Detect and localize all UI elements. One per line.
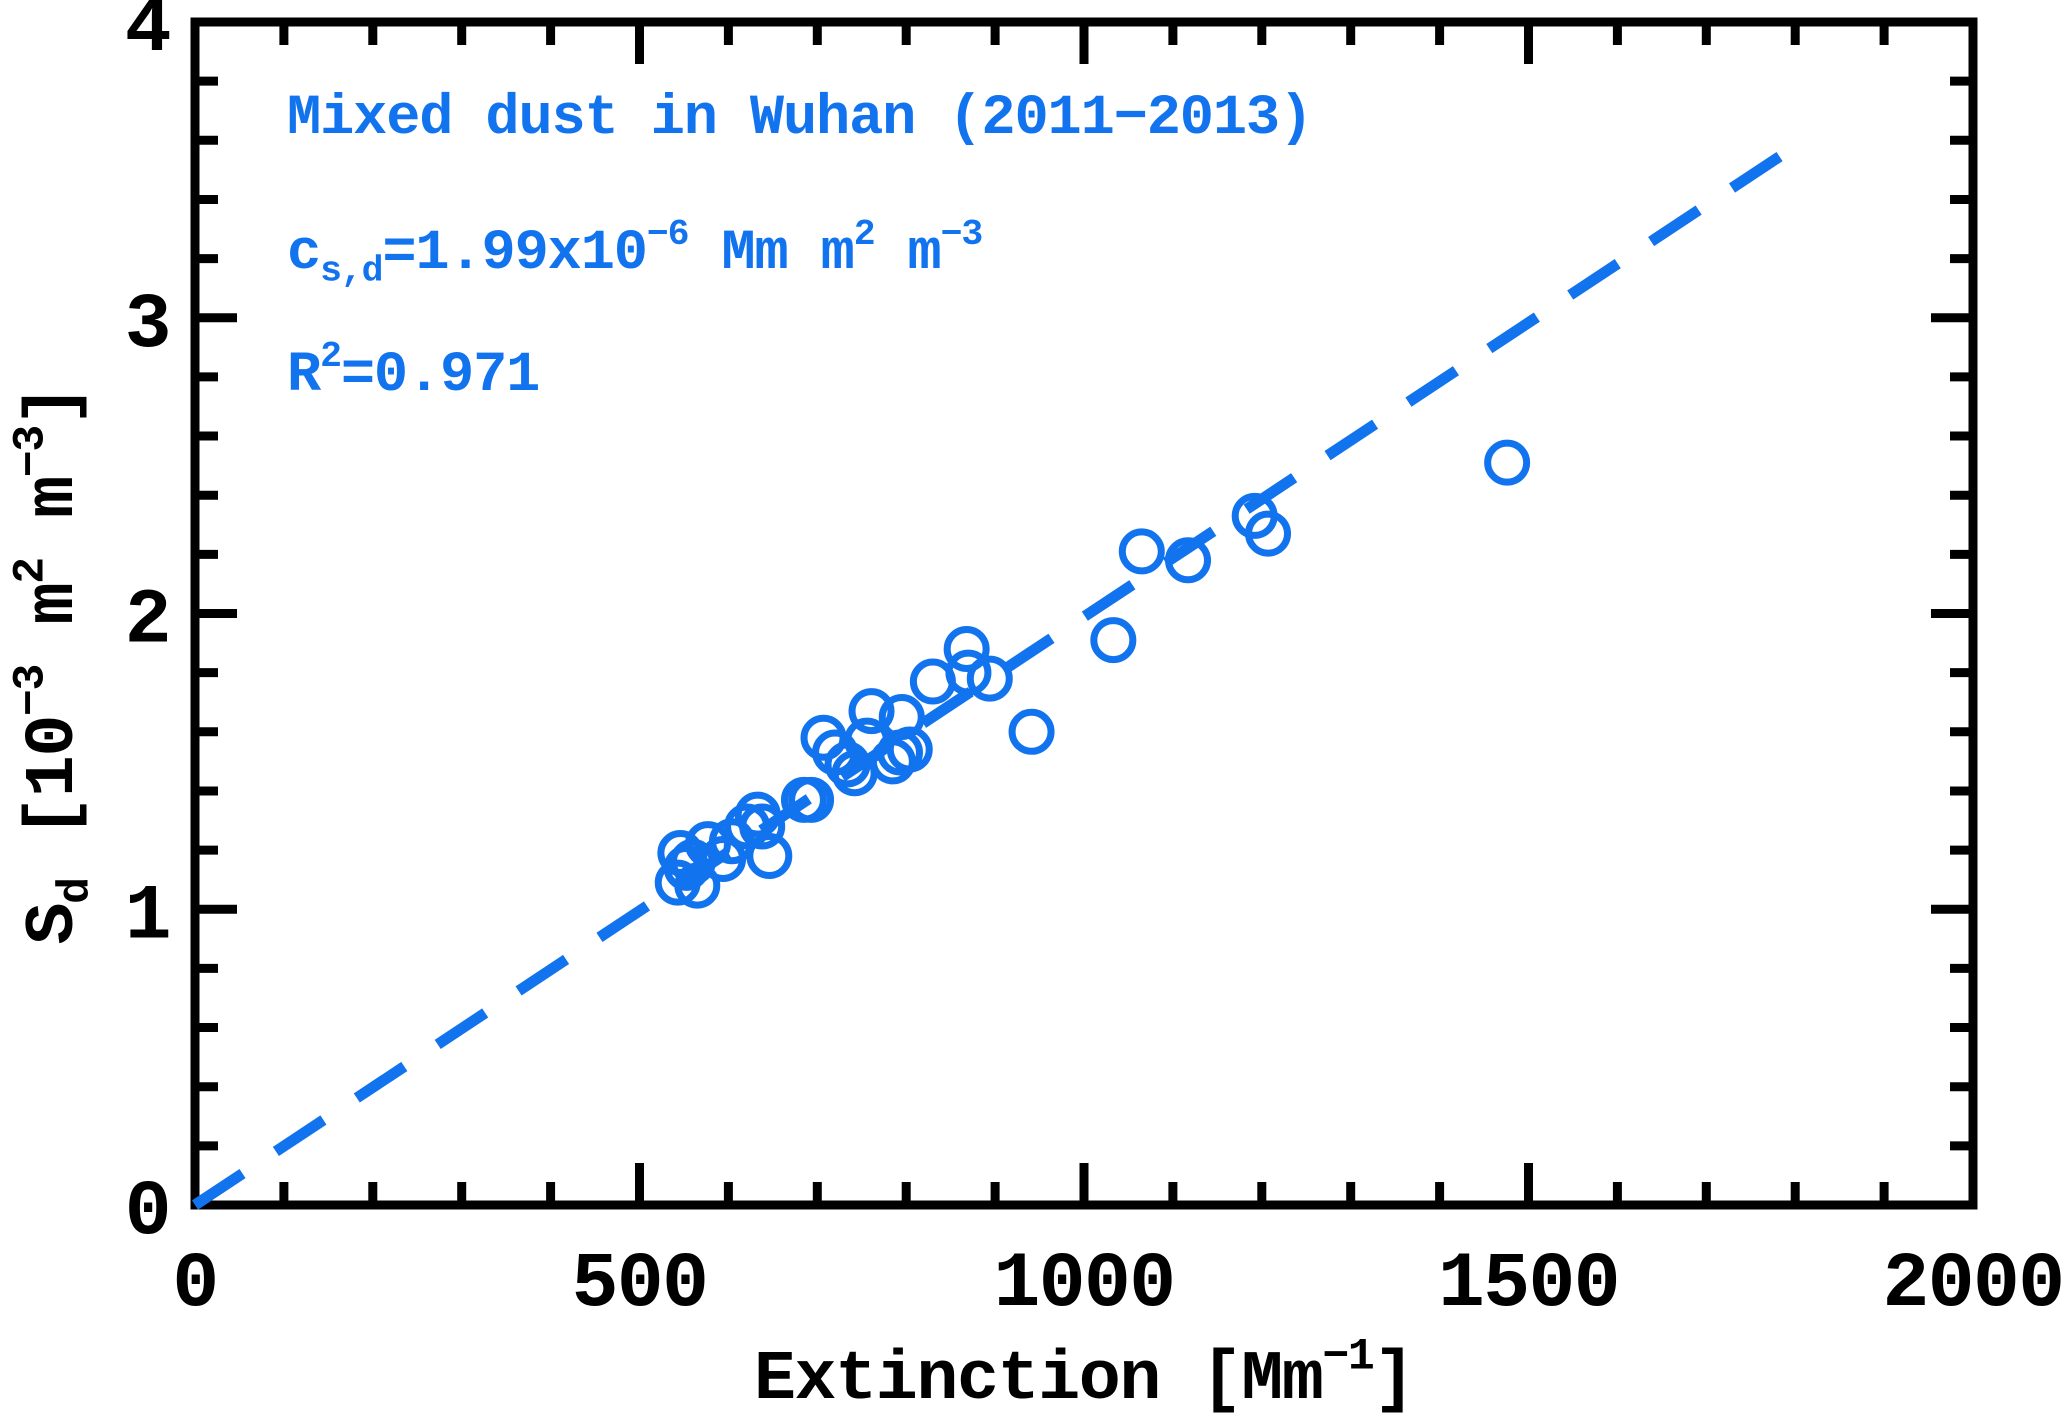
data-point [1165,537,1212,584]
y-tick-label: 4 [125,0,170,74]
data-point [886,726,933,773]
data-point [943,625,990,672]
fit-line [191,141,1799,1210]
annotation-conversion-coefficient: cs,d=1.99x10−6 Mm m2 m−3 [287,214,982,291]
y-axis-title: Sd [10−3 m2 m−3] [7,386,102,945]
data-point [674,862,721,909]
data-point [1484,439,1531,486]
data-point [848,688,895,735]
series-mixed-dust-observations [654,439,1531,909]
data-point [1090,617,1137,664]
data-point [684,821,731,868]
y-tick-label: 0 [125,1169,170,1257]
axis-ticks [190,17,1978,1210]
data-point [966,655,1013,702]
y-tick-label: 1 [125,873,170,961]
x-tick-label: 1500 [1438,1241,1619,1329]
x-tick-label: 1000 [994,1241,1175,1329]
annotation-dataset-label: Mixed dust in Wuhan (2011−2013) [287,87,1312,151]
data-point [1118,528,1165,575]
x-axis-title: Extinction [Mm−1] [754,1333,1414,1416]
annotation-r-squared: R2=0.971 [287,336,539,408]
x-tick-label: 500 [572,1241,708,1329]
data-point [788,776,835,823]
data-point [739,803,786,850]
x-tick-label: 2000 [1883,1241,2064,1329]
y-tick-label: 3 [125,282,170,370]
data-point [945,649,992,696]
data-point [746,833,793,880]
data-point [724,803,771,850]
y-tick-label: 2 [125,578,170,666]
data-point [1245,510,1292,557]
data-point [1008,708,1055,755]
data-point [878,694,925,741]
x-tick-label: 0 [172,1241,217,1329]
